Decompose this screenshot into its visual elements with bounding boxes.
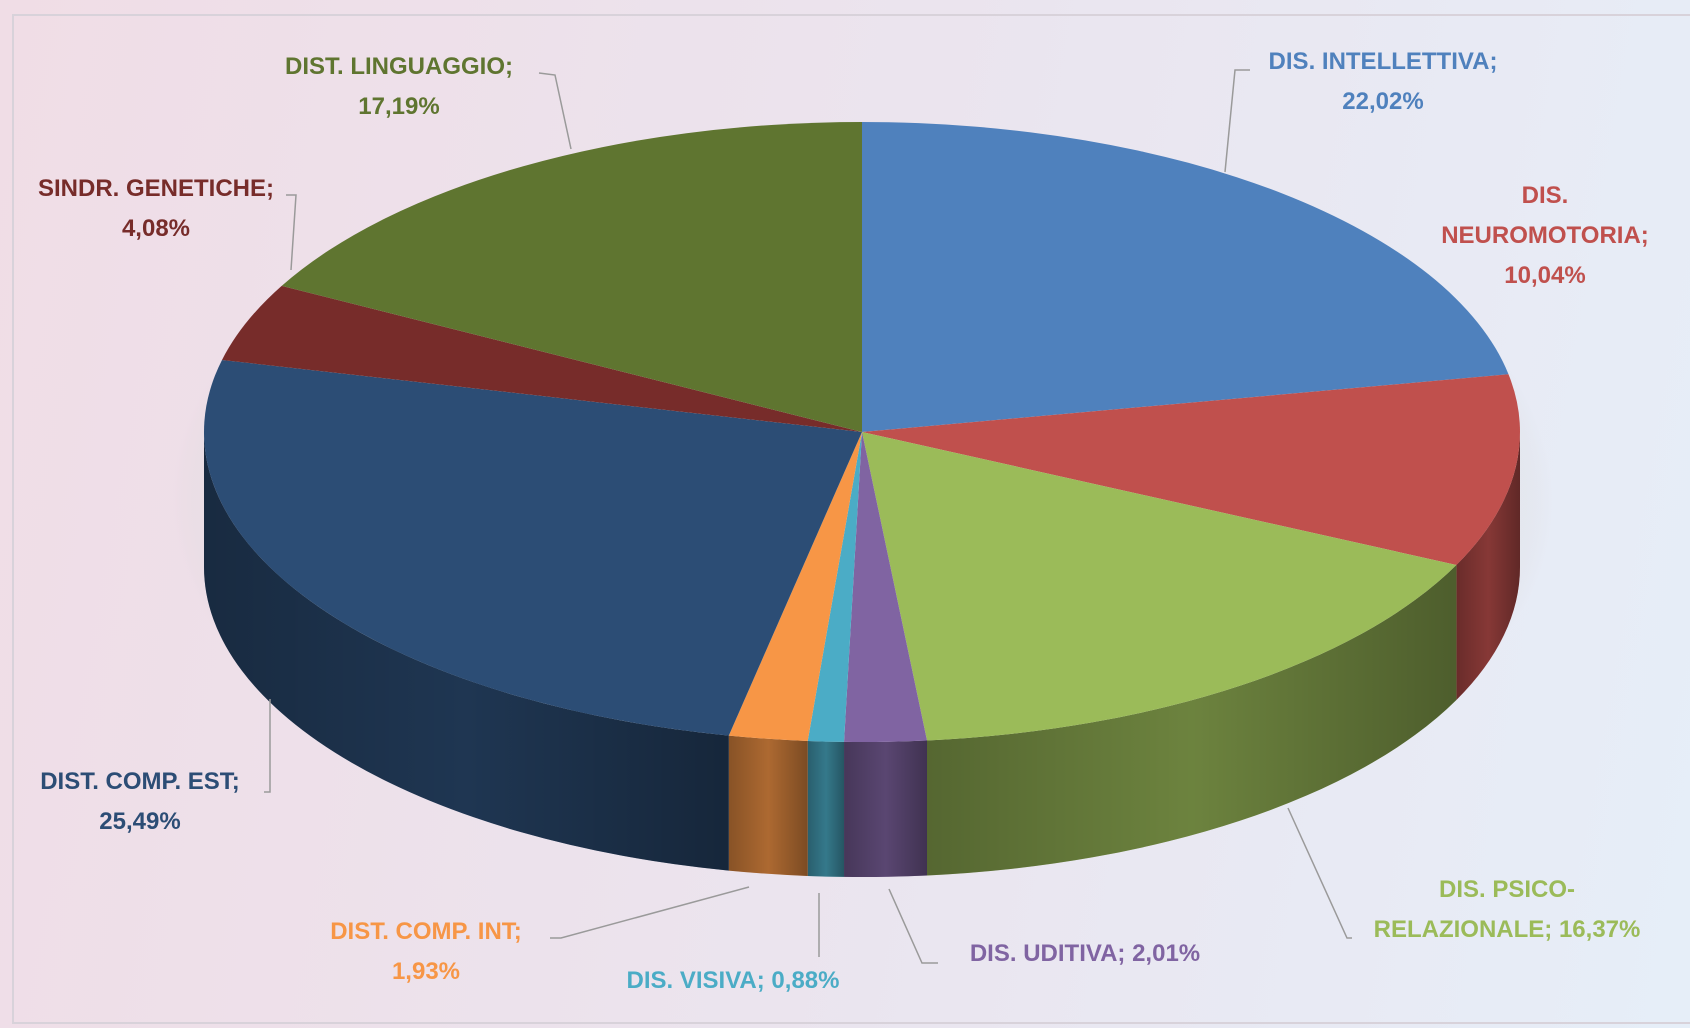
value-label: 22,02% bbox=[1342, 88, 1424, 115]
slice-side-shade bbox=[204, 432, 729, 871]
category-label: DIS. INTELLETTIVA; bbox=[1268, 48, 1498, 75]
slice bbox=[281, 122, 863, 432]
leader-line bbox=[286, 194, 297, 271]
category-label: DIST. COMP. EST; bbox=[40, 768, 240, 795]
value-label: 2,01% bbox=[1132, 940, 1201, 967]
category-label: DIS. UDITIVA; bbox=[969, 940, 1126, 967]
leader-line bbox=[1287, 807, 1352, 939]
category-label: DIS. VISIVA; bbox=[626, 967, 765, 994]
leader-line bbox=[888, 888, 938, 964]
plot-frame bbox=[12, 14, 1690, 1024]
category-label: SINDR. GENETICHE; bbox=[37, 175, 275, 202]
data-label: DIS. INTELLETTIVA; 22,02% bbox=[1269, 42, 1498, 122]
slice bbox=[728, 432, 862, 741]
data-label: DIS. PSICO-RELAZIONALE; 16,37% bbox=[1352, 870, 1662, 950]
slice bbox=[862, 374, 1521, 565]
value-label: 25,49% bbox=[99, 808, 181, 835]
category-label: DIST. LINGUAGGIO; bbox=[285, 53, 513, 80]
slice-side-shade bbox=[1456, 432, 1520, 700]
slice-side-shade bbox=[728, 735, 808, 876]
leader-line bbox=[264, 699, 271, 793]
category-label: DIS. NEUROMOTORIA; bbox=[1441, 182, 1649, 249]
data-label: DIS. UDITIVA; 2,01% bbox=[970, 934, 1200, 974]
value-label: 0,88% bbox=[771, 967, 840, 994]
category-label: DIST. COMP. INT; bbox=[330, 918, 522, 945]
slice-side-shade bbox=[807, 740, 845, 877]
slice bbox=[862, 432, 1457, 741]
data-label: SINDR. GENETICHE; 4,08% bbox=[38, 169, 274, 249]
value-label: 4,08% bbox=[121, 215, 191, 242]
value-label: 16,37% bbox=[1558, 916, 1641, 943]
leader-line bbox=[538, 72, 572, 150]
value-label: 10,04% bbox=[1504, 262, 1586, 289]
data-label: DIST. COMP. EST; 25,49% bbox=[40, 762, 240, 842]
slice bbox=[807, 432, 862, 742]
leader-line bbox=[550, 886, 750, 939]
slice-side-shade bbox=[844, 740, 928, 877]
data-label: DIS. NEUROMOTORIA; 10,04% bbox=[1441, 176, 1649, 296]
slice bbox=[222, 285, 863, 432]
slice bbox=[862, 122, 1509, 432]
slice-side-shade bbox=[927, 564, 1457, 876]
category-label: DIS. PSICO-RELAZIONALE; bbox=[1373, 876, 1576, 943]
leader-line bbox=[1224, 69, 1250, 173]
slice bbox=[844, 432, 928, 743]
data-label: DIST. COMP. INT; 1,93% bbox=[330, 912, 522, 992]
data-label: DIS. VISIVA; 0,88% bbox=[627, 961, 840, 1001]
value-label: 1,93% bbox=[391, 958, 461, 985]
slice bbox=[204, 359, 862, 736]
data-label: DIST. LINGUAGGIO; 17,19% bbox=[285, 47, 513, 127]
value-label: 17,19% bbox=[358, 93, 440, 120]
